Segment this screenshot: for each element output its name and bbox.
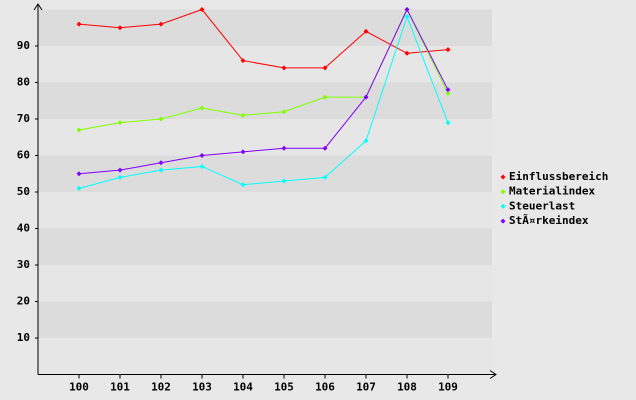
y-tick-label: 10 bbox=[17, 331, 30, 344]
point bbox=[117, 174, 123, 180]
point bbox=[363, 138, 369, 144]
legend-label: Einflussbereich bbox=[509, 170, 608, 183]
point bbox=[445, 90, 451, 96]
x-tick-label: 103 bbox=[192, 381, 212, 394]
legend-marker bbox=[500, 174, 506, 180]
x-tick-label: 107 bbox=[356, 381, 376, 394]
y-tick-label: 60 bbox=[17, 149, 30, 162]
x-axis-arrow bbox=[489, 370, 497, 379]
point bbox=[281, 109, 287, 115]
y-tick-label: 30 bbox=[17, 258, 30, 271]
stripe bbox=[38, 301, 492, 338]
point bbox=[199, 153, 205, 158]
point bbox=[363, 94, 369, 100]
point bbox=[322, 145, 328, 151]
y-tick-label: 90 bbox=[17, 39, 30, 52]
point bbox=[322, 174, 328, 180]
point bbox=[76, 127, 82, 133]
x-tick-label: 102 bbox=[151, 381, 171, 394]
x-tick-label: 108 bbox=[397, 381, 417, 394]
legend-marker bbox=[500, 189, 506, 195]
point bbox=[445, 120, 451, 126]
point bbox=[240, 182, 246, 188]
point bbox=[158, 160, 164, 166]
y-tick-label: 50 bbox=[17, 185, 30, 198]
point bbox=[76, 21, 82, 27]
point bbox=[158, 21, 164, 27]
y-tick-label: 40 bbox=[17, 222, 30, 235]
y-tick-label: 70 bbox=[17, 112, 30, 125]
series-line bbox=[78, 8, 449, 69]
point bbox=[281, 145, 287, 151]
legend-label: Materialindex bbox=[509, 185, 595, 198]
point bbox=[322, 65, 328, 71]
point bbox=[117, 167, 123, 173]
stripe bbox=[38, 228, 492, 265]
point bbox=[117, 25, 123, 31]
point bbox=[199, 7, 205, 12]
legend-label: Steuerlast bbox=[509, 199, 575, 212]
stripe bbox=[38, 338, 492, 375]
point bbox=[404, 14, 410, 20]
x-tick-label: 105 bbox=[274, 381, 294, 394]
point bbox=[322, 94, 328, 100]
legend-marker bbox=[500, 203, 506, 209]
x-tick-label: 101 bbox=[110, 381, 130, 394]
y-axis-arrow bbox=[33, 3, 43, 11]
point bbox=[281, 65, 287, 71]
stripe bbox=[38, 155, 492, 192]
point bbox=[76, 185, 82, 191]
point bbox=[404, 50, 410, 56]
point bbox=[404, 7, 410, 12]
point bbox=[240, 112, 246, 118]
point bbox=[158, 167, 164, 173]
series-line bbox=[78, 15, 449, 189]
x-tick-label: 100 bbox=[69, 381, 89, 394]
x-tick-label: 104 bbox=[233, 381, 253, 394]
x-tick-label: 106 bbox=[315, 381, 335, 394]
point bbox=[76, 171, 82, 177]
y-tick-label: 80 bbox=[17, 76, 30, 89]
point bbox=[199, 105, 205, 111]
point bbox=[281, 178, 287, 184]
point bbox=[240, 58, 246, 64]
point bbox=[445, 47, 451, 53]
legend-marker bbox=[500, 218, 506, 224]
legend-label: StÃ¤rkeindex bbox=[509, 214, 589, 227]
point bbox=[199, 163, 205, 169]
x-tick-label: 109 bbox=[438, 381, 458, 394]
stripe bbox=[38, 192, 492, 229]
stripe bbox=[38, 265, 492, 302]
series-line bbox=[78, 8, 449, 175]
point bbox=[363, 28, 369, 34]
point bbox=[117, 120, 123, 126]
point bbox=[445, 87, 451, 93]
stripe bbox=[38, 9, 492, 46]
y-tick-label: 20 bbox=[17, 295, 30, 308]
point bbox=[240, 149, 246, 155]
point bbox=[158, 116, 164, 122]
